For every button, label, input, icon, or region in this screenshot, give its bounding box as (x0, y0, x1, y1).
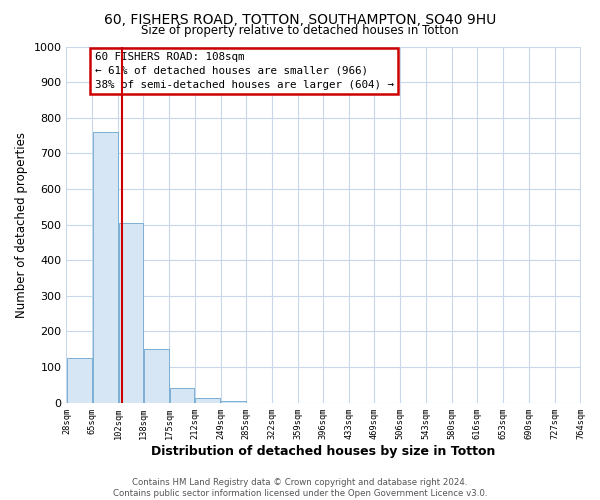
Bar (119, 223, 143, 402)
Y-axis label: Number of detached properties: Number of detached properties (15, 132, 28, 318)
Bar (67, 358, 92, 403)
Bar (144, 349, 169, 403)
Text: Size of property relative to detached houses in Totton: Size of property relative to detached ho… (141, 24, 459, 37)
Text: Contains HM Land Registry data © Crown copyright and database right 2024.
Contai: Contains HM Land Registry data © Crown c… (113, 478, 487, 498)
Text: 60, FISHERS ROAD, TOTTON, SOUTHAMPTON, SO40 9HU: 60, FISHERS ROAD, TOTTON, SOUTHAMPTON, S… (104, 12, 496, 26)
Bar (196, 398, 220, 402)
Bar (93, 132, 118, 402)
Bar (221, 401, 246, 402)
X-axis label: Distribution of detached houses by size in Totton: Distribution of detached houses by size … (151, 444, 496, 458)
Text: 60 FISHERS ROAD: 108sqm
← 61% of detached houses are smaller (966)
38% of semi-d: 60 FISHERS ROAD: 108sqm ← 61% of detache… (95, 52, 394, 90)
Bar (170, 388, 194, 402)
